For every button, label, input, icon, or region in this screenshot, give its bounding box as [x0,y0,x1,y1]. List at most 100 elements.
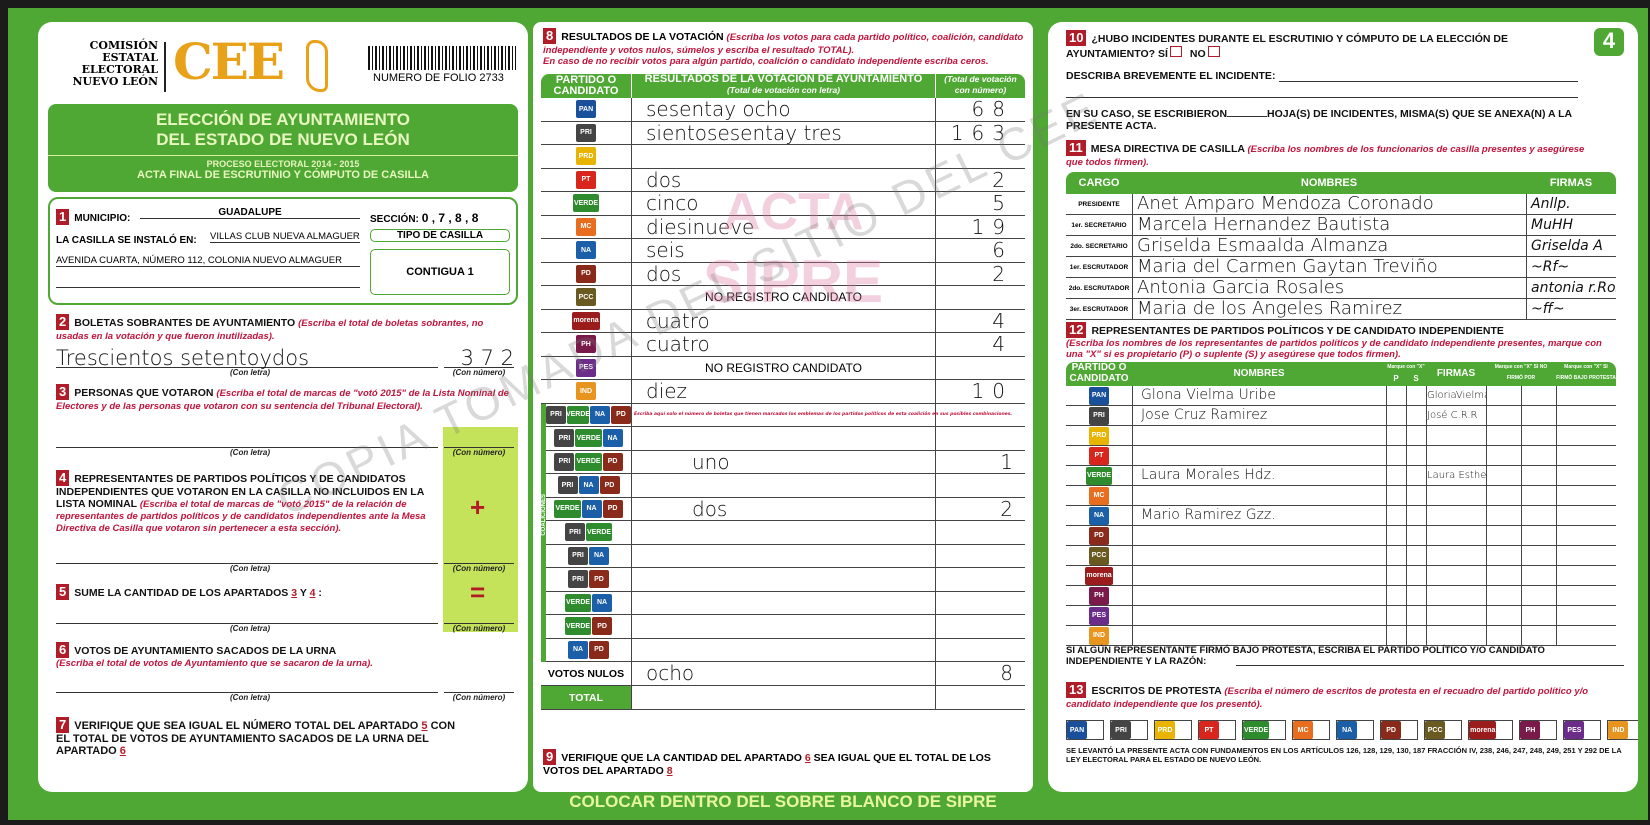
escrito-count-field[interactable] [1445,721,1461,739]
boletas-letra-field[interactable]: Trescientos setentoydos [56,346,438,370]
escrito-box[interactable]: morena [1468,720,1514,740]
negativa-checkbox[interactable] [1486,566,1521,585]
votes-letra-field[interactable] [631,615,935,638]
protesta-checkbox[interactable] [1556,466,1616,485]
escrito-box[interactable]: PES [1563,720,1602,740]
ausencia-checkbox[interactable] [1521,546,1556,565]
suplente-checkbox[interactable] [1406,426,1426,445]
votes-numero-field[interactable] [935,568,1025,591]
escrito-box[interactable]: PH [1519,720,1558,740]
votes-numero-field[interactable] [935,521,1025,544]
nombre-field[interactable] [1132,626,1386,645]
votes-letra-field[interactable]: cuatro [631,309,935,332]
negativa-checkbox[interactable] [1486,386,1521,405]
votes-letra-field[interactable]: NO REGISTRO CANDIDATO [631,356,935,379]
escrito-count-field[interactable] [1496,721,1512,739]
lugar-field[interactable]: VILLAS CLUB NUEVA ALMAGUER [210,231,360,243]
escrito-box[interactable]: NA [1336,720,1375,740]
ausencia-checkbox[interactable] [1521,586,1556,605]
direccion-field[interactable]: AVENIDA CUARTA, NÚMERO 112, COLONIA NUEV… [56,255,360,267]
firma-field[interactable] [1426,486,1486,505]
votes-letra-field[interactable] [631,427,935,450]
votes-numero-field[interactable] [935,615,1025,638]
votes-letra-field[interactable] [631,474,935,497]
votes-letra-field[interactable]: uno [631,450,935,473]
negativa-checkbox[interactable] [1486,426,1521,445]
propietario-checkbox[interactable] [1386,546,1406,565]
ausencia-checkbox[interactable] [1521,426,1556,445]
nombre-field[interactable] [1132,526,1386,545]
firma-field[interactable]: antonia r.Rosales [1526,278,1616,298]
votes-letra-field[interactable]: sientosesentay tres [631,121,935,144]
nombre-field[interactable] [1132,446,1386,465]
negativa-checkbox[interactable] [1486,606,1521,625]
votes-letra-field[interactable]: ocho [631,662,935,685]
nombre-field[interactable]: Mario Ramirez Gzz. [1132,506,1386,525]
escrito-count-field[interactable] [1357,721,1373,739]
votes-numero-field[interactable]: 2 [935,497,1025,520]
votes-letra-field[interactable] [631,568,935,591]
ausencia-checkbox[interactable] [1521,466,1556,485]
votes-letra-field[interactable] [631,591,935,614]
propietario-checkbox[interactable] [1386,406,1406,425]
ausencia-checkbox[interactable] [1521,386,1556,405]
incidente-field-2[interactable] [1066,82,1578,98]
votes-letra-field[interactable]: dos [631,168,935,191]
municipio-field[interactable]: GUADALUPE [140,207,360,219]
votes-letra-field[interactable]: cinco [631,192,935,215]
tipo-casilla-value[interactable]: CONTIGUA 1 [370,249,510,295]
votes-letra-field[interactable] [631,521,935,544]
boletas-numero-field[interactable]: 3 7 2 [444,346,514,370]
firma-field[interactable] [1426,526,1486,545]
nombre-field[interactable]: Marcela Hernandez Bautista [1132,215,1526,235]
propietario-checkbox[interactable] [1386,606,1406,625]
votes-numero-field[interactable] [935,286,1025,309]
propietario-checkbox[interactable] [1386,466,1406,485]
negativa-checkbox[interactable] [1486,546,1521,565]
votes-letra-field[interactable]: dos [631,497,935,520]
propietario-checkbox[interactable] [1386,386,1406,405]
votaron-numero-field[interactable] [444,426,514,448]
protesta-checkbox[interactable] [1556,426,1616,445]
suplente-checkbox[interactable] [1406,466,1426,485]
ausencia-checkbox[interactable] [1521,566,1556,585]
votes-numero-field[interactable] [935,474,1025,497]
propietario-checkbox[interactable] [1386,566,1406,585]
protesta-checkbox[interactable] [1556,546,1616,565]
suma-numero-field[interactable] [444,602,514,624]
ausencia-checkbox[interactable] [1521,526,1556,545]
suma-letra-field[interactable] [56,602,438,624]
urna-numero-field[interactable] [444,671,514,693]
no-checkbox[interactable] [1207,46,1220,57]
escrito-count-field[interactable] [1131,721,1147,739]
votes-numero-field[interactable]: 1 [935,450,1025,473]
nombre-field[interactable]: Jose Cruz Ramirez [1132,406,1386,425]
nombre-field[interactable] [1132,486,1386,505]
representantes-numero-field[interactable] [444,542,514,564]
propietario-checkbox[interactable] [1386,506,1406,525]
firma-field[interactable] [1426,626,1486,645]
propietario-checkbox[interactable] [1386,486,1406,505]
protesta-checkbox[interactable] [1556,406,1616,425]
votes-numero-field[interactable]: 19 [935,215,1025,238]
seccion-field[interactable]: 0 , 7 , 8 , 8 [421,211,479,225]
votes-numero-field[interactable] [935,686,1025,709]
suplente-checkbox[interactable] [1406,446,1426,465]
votes-letra-field[interactable] [631,638,935,661]
firma-field[interactable] [1426,606,1486,625]
propietario-checkbox[interactable] [1386,426,1406,445]
escrito-count-field[interactable] [1175,721,1191,739]
firma-field[interactable] [1426,586,1486,605]
ausencia-checkbox[interactable] [1521,446,1556,465]
votes-numero-field[interactable]: 8 [935,662,1025,685]
escrito-count-field[interactable] [1401,721,1417,739]
firma-field[interactable] [1426,506,1486,525]
nombre-field[interactable]: Laura Morales Hdz. [1132,466,1386,485]
ausencia-checkbox[interactable] [1521,406,1556,425]
firma-field[interactable]: Laura Esther morales [1426,466,1486,485]
votes-letra-field[interactable]: NO REGISTRO CANDIDATO [631,286,935,309]
protesta-checkbox[interactable] [1556,446,1616,465]
escrito-box[interactable]: PCC [1424,720,1463,740]
si-checkbox[interactable] [1169,46,1182,57]
protesta-checkbox[interactable] [1556,626,1616,645]
